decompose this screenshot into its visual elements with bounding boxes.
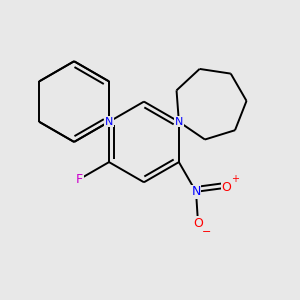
Text: N: N — [175, 117, 183, 127]
Text: N: N — [191, 185, 201, 198]
Text: N: N — [105, 117, 113, 127]
Text: F: F — [76, 173, 83, 186]
Text: +: + — [231, 174, 239, 184]
Text: O: O — [193, 217, 203, 230]
Text: O: O — [221, 181, 231, 194]
Text: −: − — [202, 227, 212, 237]
